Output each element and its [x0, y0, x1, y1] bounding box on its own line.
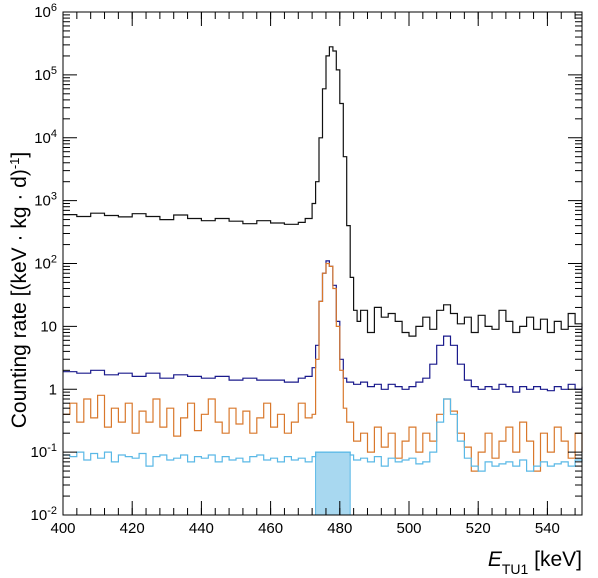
y-tick-exponent: 6	[51, 2, 57, 14]
x-tick-label: 460	[258, 520, 283, 537]
y-tick-label: 10-1	[31, 442, 57, 461]
y-tick-label: 1	[49, 381, 57, 398]
x-tick-label: 500	[396, 520, 421, 537]
series-1-line	[63, 46, 583, 337]
y-tick-base: 1	[49, 381, 57, 398]
y-tick-base: 10	[34, 4, 51, 21]
y-tick-exponent: 4	[51, 128, 57, 140]
y-tick-base: 10	[34, 193, 51, 210]
y-axis-title: Counting rate [(keV · kg · d)-1]	[7, 152, 32, 429]
highlight-band-layer	[315, 451, 351, 516]
y-tick-base: 10	[34, 67, 51, 84]
y-tick-exponent: -2	[47, 505, 57, 517]
x-tick-label: 540	[535, 520, 560, 537]
y-axis-title-close: ]	[8, 152, 31, 158]
y-tick-label: 106	[34, 2, 57, 21]
series-layer	[63, 46, 583, 472]
plot-frame	[62, 11, 583, 516]
x-tick-label: 400	[50, 520, 75, 537]
series-4-line	[63, 398, 583, 472]
x-axis-title-unit: [keV]	[528, 548, 582, 571]
x-tick-label: 420	[120, 520, 145, 537]
x-axis-title-symbol: E	[488, 548, 503, 571]
y-tick-label: 102	[34, 254, 57, 273]
y-tick-exponent: -1	[47, 442, 57, 454]
series-3-line	[63, 262, 583, 472]
y-tick-label: 105	[34, 65, 57, 84]
y-axis-title-text: Counting rate [(keV · kg · d)	[8, 169, 31, 428]
x-tick-label: 440	[189, 520, 214, 537]
y-tick-base: 10	[31, 444, 48, 461]
x-axis-title: ETU1 [keV]	[488, 548, 582, 577]
y-tick-base: 10	[34, 130, 51, 147]
y-tick-exponent: 2	[51, 254, 57, 266]
y-tick-exponent: 3	[51, 191, 57, 203]
x-tick-label: 480	[327, 520, 352, 537]
y-tick-base: 10	[31, 507, 48, 524]
y-tick-base: 10	[34, 256, 51, 273]
y-tick-base: 10	[40, 318, 57, 335]
tick-layer: 400 420 440 460 480 500 520 54010-210-111010210…	[31, 2, 582, 537]
y-tick-label: 103	[34, 191, 57, 210]
y-tick-label: 10-2	[31, 505, 57, 524]
y-tick-label: 10	[40, 318, 57, 335]
y-axis-title-exponent: -1	[7, 158, 22, 170]
x-axis-title-subscript: TU1	[502, 561, 529, 577]
series-2-line	[63, 260, 583, 393]
highlight-band	[315, 451, 351, 516]
y-tick-label: 104	[34, 128, 57, 147]
x-tick-label: 520	[466, 520, 491, 537]
y-tick-exponent: 5	[51, 65, 57, 77]
